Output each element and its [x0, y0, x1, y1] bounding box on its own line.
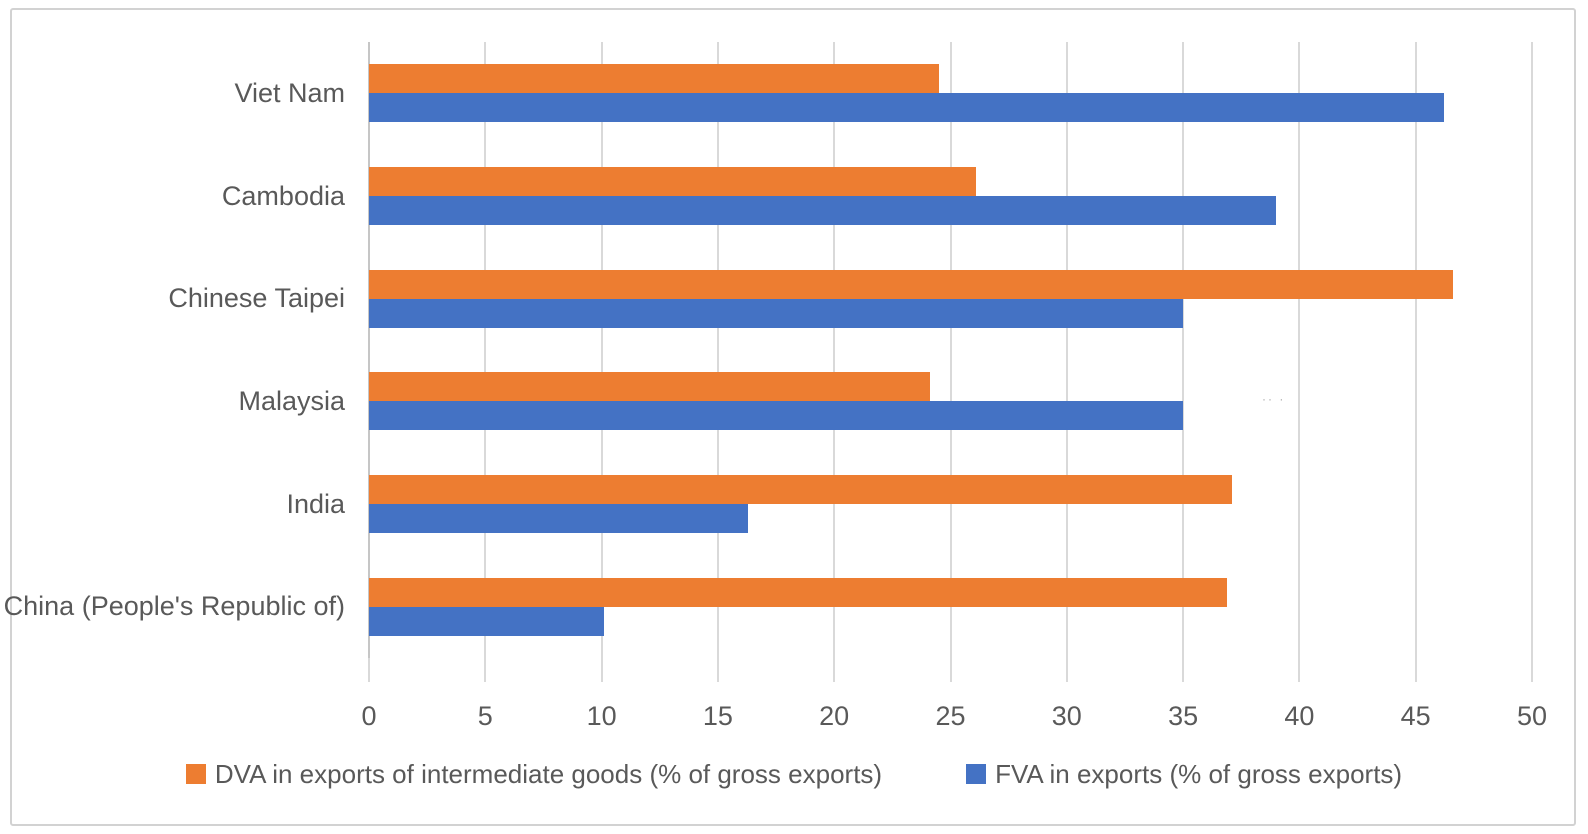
- gridline: [949, 42, 952, 658]
- x-tick-labels: 0 5 10 15 20 25 30 35 40 45 50: [361, 698, 1547, 734]
- legend: DVA in exports of intermediate goods (% …: [0, 752, 1588, 796]
- category-band-cambodia: [369, 145, 1532, 248]
- category-band-chinese-taipei: [369, 247, 1532, 350]
- bar-fva-chinese-taipei: [369, 298, 1184, 328]
- category-label-cambodia: Cambodia: [221, 180, 345, 211]
- category-band-viet-nam: [369, 42, 1532, 145]
- x-tick-label: 15: [702, 701, 733, 731]
- gridline: [1298, 42, 1301, 658]
- axis-tick: [1182, 658, 1185, 682]
- axis-tick: [833, 658, 836, 682]
- x-tick-label: 50: [1516, 701, 1548, 731]
- axis-tick: [484, 658, 487, 682]
- gridline: [833, 42, 836, 658]
- axis-tick: [1531, 658, 1533, 682]
- fva-legend-label: FVA in exports (% of gross exports): [995, 758, 1403, 789]
- bar-fva-cambodia: [369, 196, 1277, 225]
- category-band-india: [369, 453, 1532, 556]
- x-tick-label: 40: [1284, 701, 1315, 731]
- x-tick-label: 10: [586, 701, 617, 731]
- x-tick-label: 25: [935, 701, 966, 731]
- plot-rows: [369, 42, 1532, 658]
- category-label-chinese-taipei: Chinese Taipei: [168, 283, 345, 314]
- category-label-india: India: [286, 488, 345, 519]
- axis-ticks: [368, 658, 1533, 682]
- x-tick-label: 20: [819, 701, 850, 731]
- axis-tick: [600, 658, 603, 682]
- x-tick-label: 45: [1400, 701, 1431, 731]
- dva-legend-swatch: [185, 764, 206, 784]
- category-band-china-people-s-republic-of: [369, 555, 1532, 658]
- axis-tick: [1414, 658, 1417, 682]
- plot-area: [368, 42, 1533, 658]
- category-band-malaysia: [369, 350, 1532, 453]
- legend-item-dva: DVA in exports of intermediate goods (% …: [185, 758, 883, 790]
- gridline: [600, 42, 603, 658]
- x-tick-label: 35: [1168, 701, 1199, 731]
- axis-tick: [716, 658, 719, 682]
- category-labels: Viet Nam Cambodia Chinese Taipei Malaysia In…: [0, 42, 352, 658]
- dva-legend-label: DVA in exports of intermediate goods (% …: [214, 758, 883, 789]
- bar-dva-india: [369, 475, 1232, 505]
- legend-item-fva: FVA in exports (% of gross exports): [966, 759, 1402, 790]
- x-tick-label: 5: [477, 701, 493, 731]
- fva-legend-swatch: [966, 764, 987, 784]
- gridline: [1414, 42, 1417, 658]
- x-tick-label: 30: [1051, 701, 1082, 731]
- gridline: [1182, 42, 1185, 658]
- bar-dva-china-people-s-republic-of: [369, 577, 1228, 607]
- gridline: [1531, 42, 1533, 658]
- bar-fva-india: [369, 504, 749, 534]
- x-tick-label: 0: [361, 701, 377, 731]
- bar-fva-malaysia: [369, 401, 1184, 431]
- bar-fva-china-people-s-republic-of: [369, 606, 604, 636]
- bar-dva-viet-nam: [369, 64, 939, 94]
- bar-fva-viet-nam: [369, 93, 1444, 123]
- bar-dva-malaysia: [369, 372, 930, 402]
- category-axis-line: [368, 42, 370, 658]
- gridline: [716, 42, 719, 658]
- axis-tick: [368, 658, 370, 682]
- axis-tick: [1065, 658, 1068, 682]
- stray-mark: ·· ·: [1262, 392, 1286, 406]
- axis-tick: [1298, 658, 1301, 682]
- bar-dva-chinese-taipei: [369, 269, 1453, 299]
- gridline: [1065, 42, 1068, 658]
- gridline: [484, 42, 487, 658]
- category-label-china-people-s-republic-of: China (People's Republic of): [3, 591, 345, 622]
- axis-tick: [949, 658, 952, 682]
- bar-dva-cambodia: [369, 167, 977, 196]
- category-label-malaysia: Malaysia: [238, 385, 345, 416]
- category-label-viet-nam: Viet Nam: [234, 77, 345, 108]
